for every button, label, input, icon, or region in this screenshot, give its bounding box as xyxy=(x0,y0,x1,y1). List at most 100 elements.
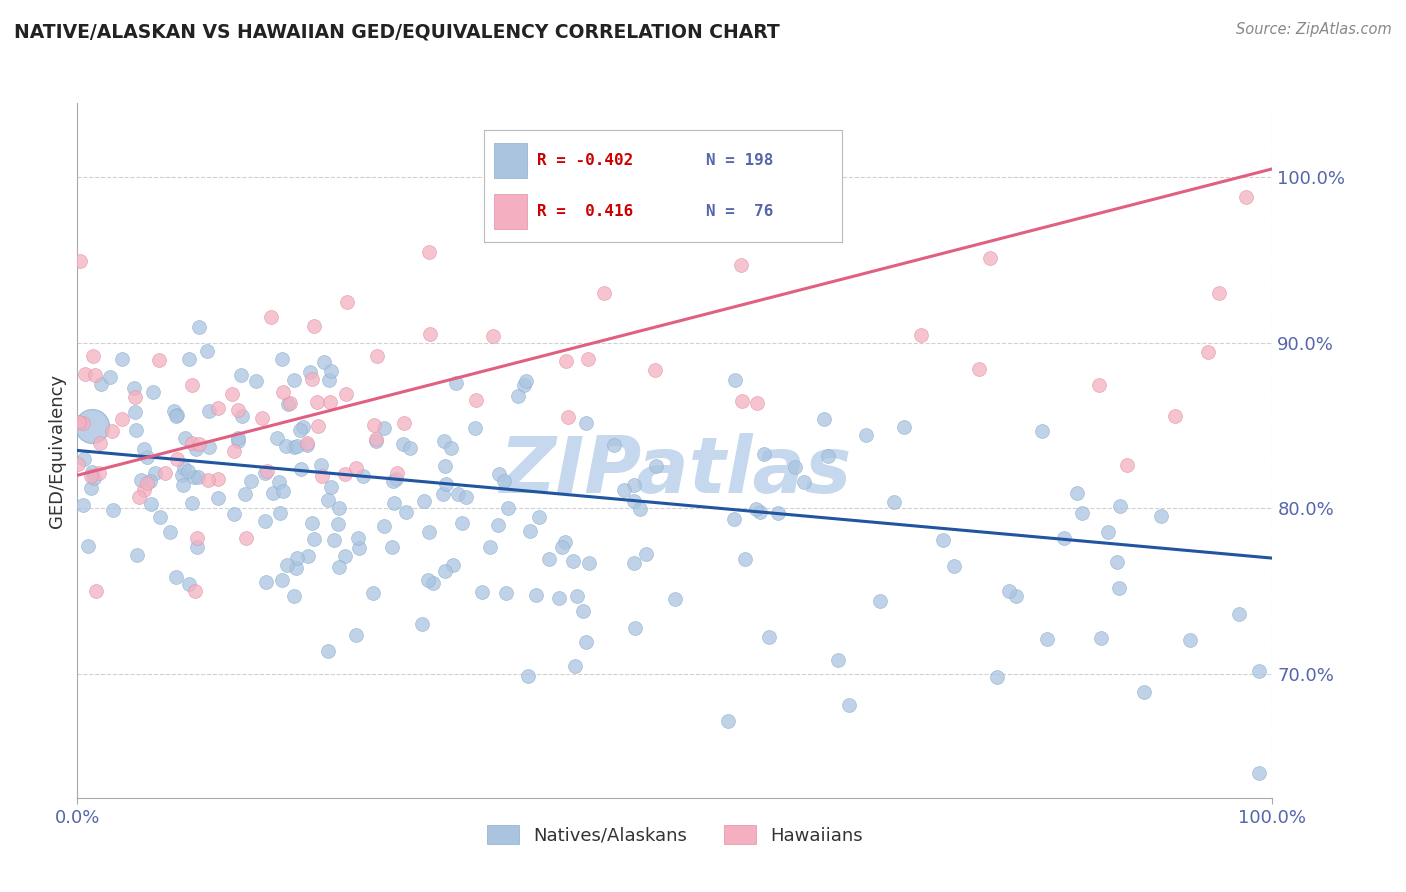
Text: Source: ZipAtlas.com: Source: ZipAtlas.com xyxy=(1236,22,1392,37)
Point xyxy=(122,381,145,395)
Point xyxy=(813,411,835,425)
Point xyxy=(441,558,464,573)
Point xyxy=(311,458,333,473)
Point xyxy=(336,294,359,309)
Point xyxy=(254,466,277,480)
Point xyxy=(124,390,146,404)
Point xyxy=(492,475,515,489)
Point xyxy=(124,405,146,419)
Point xyxy=(411,617,433,632)
Point xyxy=(576,352,599,367)
Point xyxy=(221,387,243,401)
Point xyxy=(231,409,253,423)
Point xyxy=(90,377,112,392)
Point xyxy=(80,482,103,496)
Point xyxy=(139,475,162,489)
Point xyxy=(748,505,770,519)
Point xyxy=(290,462,312,476)
Point xyxy=(766,506,789,520)
Point xyxy=(260,310,283,324)
Point xyxy=(516,669,538,683)
Point xyxy=(180,496,202,510)
Point xyxy=(488,467,510,482)
Point xyxy=(67,415,90,429)
Point xyxy=(83,471,105,485)
Point xyxy=(159,525,181,540)
Point xyxy=(519,524,541,539)
Point xyxy=(373,421,395,435)
Point xyxy=(551,540,574,554)
Point xyxy=(432,487,454,501)
Point xyxy=(254,514,277,528)
Point xyxy=(422,575,444,590)
Point xyxy=(986,670,1008,684)
Point xyxy=(110,411,132,425)
Y-axis label: GED/Equivalency: GED/Equivalency xyxy=(48,374,66,527)
Point xyxy=(1066,486,1088,500)
Point xyxy=(271,351,294,366)
Point xyxy=(623,493,645,508)
Point xyxy=(373,518,395,533)
Point xyxy=(603,438,626,452)
Point xyxy=(228,434,250,448)
Point xyxy=(346,628,368,642)
Point xyxy=(285,560,308,574)
Point xyxy=(524,588,547,602)
Point xyxy=(79,469,101,483)
Point xyxy=(398,441,420,455)
Point xyxy=(187,469,209,483)
Point xyxy=(1108,582,1130,596)
Point xyxy=(250,411,273,425)
Point xyxy=(555,353,578,368)
Point xyxy=(277,397,299,411)
Point xyxy=(319,364,342,378)
Point xyxy=(186,531,208,545)
Point xyxy=(231,368,253,383)
Point xyxy=(278,396,301,410)
Point xyxy=(254,574,277,589)
Point xyxy=(932,533,955,548)
Point xyxy=(226,431,249,445)
Point xyxy=(262,486,284,500)
Point xyxy=(495,586,517,600)
Point xyxy=(125,423,148,437)
Point xyxy=(197,440,219,454)
Point xyxy=(623,478,645,492)
Point xyxy=(817,449,839,463)
Point xyxy=(288,423,311,437)
Point xyxy=(222,507,245,521)
Point xyxy=(1229,607,1251,621)
Point xyxy=(328,500,350,515)
Point xyxy=(1234,189,1257,203)
Point xyxy=(172,478,194,492)
Point xyxy=(195,343,218,358)
Point xyxy=(283,589,305,603)
Point xyxy=(574,416,596,430)
Point xyxy=(72,498,94,512)
Point xyxy=(173,460,195,475)
Point xyxy=(128,491,150,505)
Point xyxy=(578,556,600,570)
Point xyxy=(623,556,645,570)
Point xyxy=(269,506,291,520)
Point xyxy=(321,480,343,494)
Point xyxy=(132,442,155,456)
Point xyxy=(471,585,494,599)
Point xyxy=(392,437,415,451)
Point xyxy=(1116,458,1139,473)
Point xyxy=(1097,525,1119,540)
Point xyxy=(83,368,105,382)
Point xyxy=(1133,685,1156,699)
Point xyxy=(1109,499,1132,513)
Point xyxy=(66,457,89,471)
Point xyxy=(1249,766,1271,780)
Point xyxy=(347,541,370,555)
Point xyxy=(717,714,740,728)
Point xyxy=(136,450,159,464)
Point xyxy=(186,540,208,554)
Point xyxy=(101,503,124,517)
Point xyxy=(758,630,780,644)
Point xyxy=(271,484,294,499)
Point xyxy=(316,643,339,657)
Point xyxy=(392,416,415,430)
